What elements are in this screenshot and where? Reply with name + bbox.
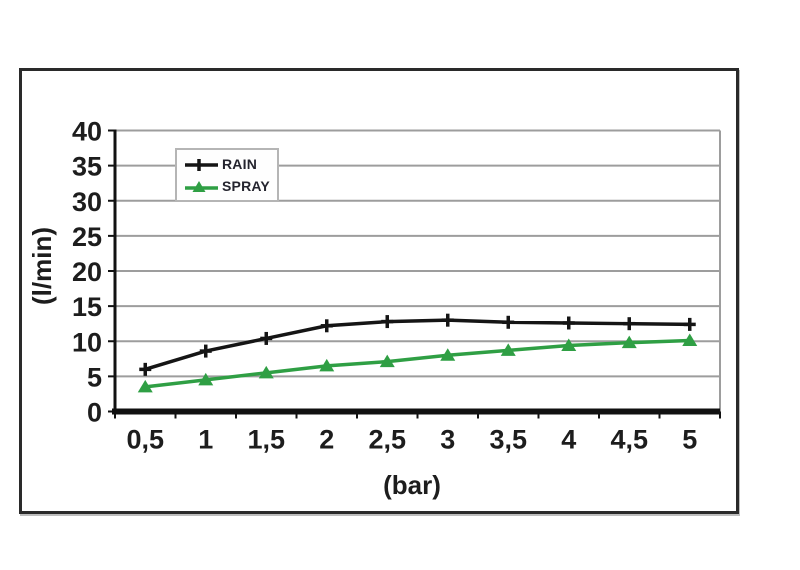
x-tick-label: 1 bbox=[198, 425, 213, 455]
y-tick-label: 20 bbox=[72, 257, 102, 287]
x-tick-label: 2,5 bbox=[368, 425, 406, 455]
marker-spray bbox=[198, 372, 214, 386]
y-tick-label: 15 bbox=[72, 292, 102, 322]
marker-spray bbox=[561, 338, 577, 351]
series-line-spray bbox=[145, 338, 690, 389]
x-tick-label: 3 bbox=[440, 425, 455, 455]
y-tick-label: 30 bbox=[72, 187, 102, 217]
x-tick-label: 3,5 bbox=[489, 425, 527, 455]
marker-spray bbox=[621, 335, 637, 349]
y-tick-label: 0 bbox=[87, 398, 102, 428]
figure-frame bbox=[19, 68, 739, 514]
x-tick-label: 2 bbox=[319, 425, 334, 455]
x-tick-label: 5 bbox=[682, 425, 697, 455]
flow-rate-chart: 0 5 10 15 20 25 30 35 40 0,5 1 1,5 2 2,5 3 3,5 4 4,5 5 bbox=[72, 117, 721, 455]
legend-item-spray: SPRAY bbox=[184, 177, 277, 195]
marker-spray bbox=[137, 379, 153, 393]
y-axis-title: (l/min) bbox=[27, 227, 57, 305]
chart-legend: RAIN SPRAY bbox=[175, 148, 279, 202]
x-tick-label: 1,5 bbox=[247, 425, 285, 455]
legend-label-rain: RAIN bbox=[222, 156, 258, 172]
legend-label-spray: SPRAY bbox=[222, 178, 270, 194]
y-tick-label: 40 bbox=[72, 117, 102, 147]
y-tick-label: 35 bbox=[72, 152, 102, 182]
marker-spray bbox=[682, 333, 698, 347]
marker-spray bbox=[440, 348, 456, 361]
marker-spray bbox=[258, 365, 274, 379]
marker-spray bbox=[319, 358, 335, 372]
spray-line-marker-icon bbox=[185, 180, 218, 192]
x-axis-title: (bar) bbox=[383, 470, 441, 500]
x-tick-label: 4,5 bbox=[610, 425, 648, 455]
marker-spray bbox=[379, 354, 395, 368]
marker-spray bbox=[500, 343, 516, 356]
legend-item-rain: RAIN bbox=[184, 155, 277, 173]
x-tick-label: 0,5 bbox=[126, 425, 164, 455]
series-line-rain bbox=[144, 318, 690, 372]
rain-line-marker-icon bbox=[185, 158, 218, 171]
y-tick-label: 5 bbox=[87, 362, 102, 392]
x-tick-label: 4 bbox=[561, 425, 576, 455]
y-tick-label: 10 bbox=[72, 327, 102, 357]
y-tick-label: 25 bbox=[72, 222, 102, 252]
